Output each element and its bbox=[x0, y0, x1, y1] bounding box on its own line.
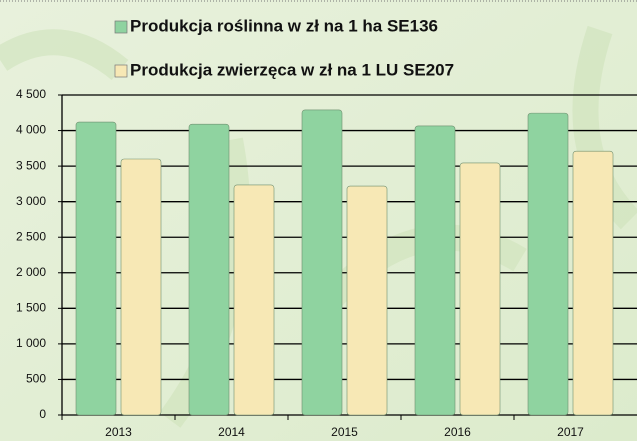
y-tick-label: 500 bbox=[26, 372, 46, 386]
bar bbox=[572, 150, 614, 416]
y-tick-label: 1 500 bbox=[16, 301, 46, 315]
y-tick-label: 0 bbox=[39, 407, 46, 421]
bar bbox=[120, 158, 162, 416]
bar bbox=[301, 109, 343, 416]
y-tick-label: 3 500 bbox=[16, 158, 46, 172]
x-tick-label: 2014 bbox=[218, 425, 245, 439]
x-tick-label: 2015 bbox=[331, 425, 358, 439]
x-tick-label: 2016 bbox=[444, 425, 471, 439]
bar bbox=[346, 185, 388, 416]
y-tick-label: 2 000 bbox=[16, 265, 46, 279]
y-tick-label: 1 000 bbox=[16, 336, 46, 350]
x-tick-label: 2013 bbox=[105, 425, 132, 439]
bar bbox=[75, 121, 117, 416]
decoration bbox=[0, 25, 637, 428]
legend-text: Produkcja roślinna w zł na 1 ha SE136 bbox=[130, 16, 438, 35]
legend-swatch bbox=[114, 64, 128, 78]
bar bbox=[459, 162, 501, 416]
bar bbox=[414, 125, 456, 416]
y-tick-label: 2 500 bbox=[16, 229, 46, 243]
bar bbox=[233, 184, 275, 416]
y-tick-label: 3 000 bbox=[16, 194, 46, 208]
y-tick-label: 4 500 bbox=[16, 87, 46, 101]
y-tick-label: 4 000 bbox=[16, 123, 46, 137]
bar bbox=[527, 112, 569, 416]
legend-swatch bbox=[114, 20, 128, 34]
legend-text: Produkcja zwierzęca w zł na 1 LU SE207 bbox=[130, 60, 454, 79]
x-tick-label: 2017 bbox=[557, 425, 584, 439]
bar bbox=[188, 123, 230, 416]
